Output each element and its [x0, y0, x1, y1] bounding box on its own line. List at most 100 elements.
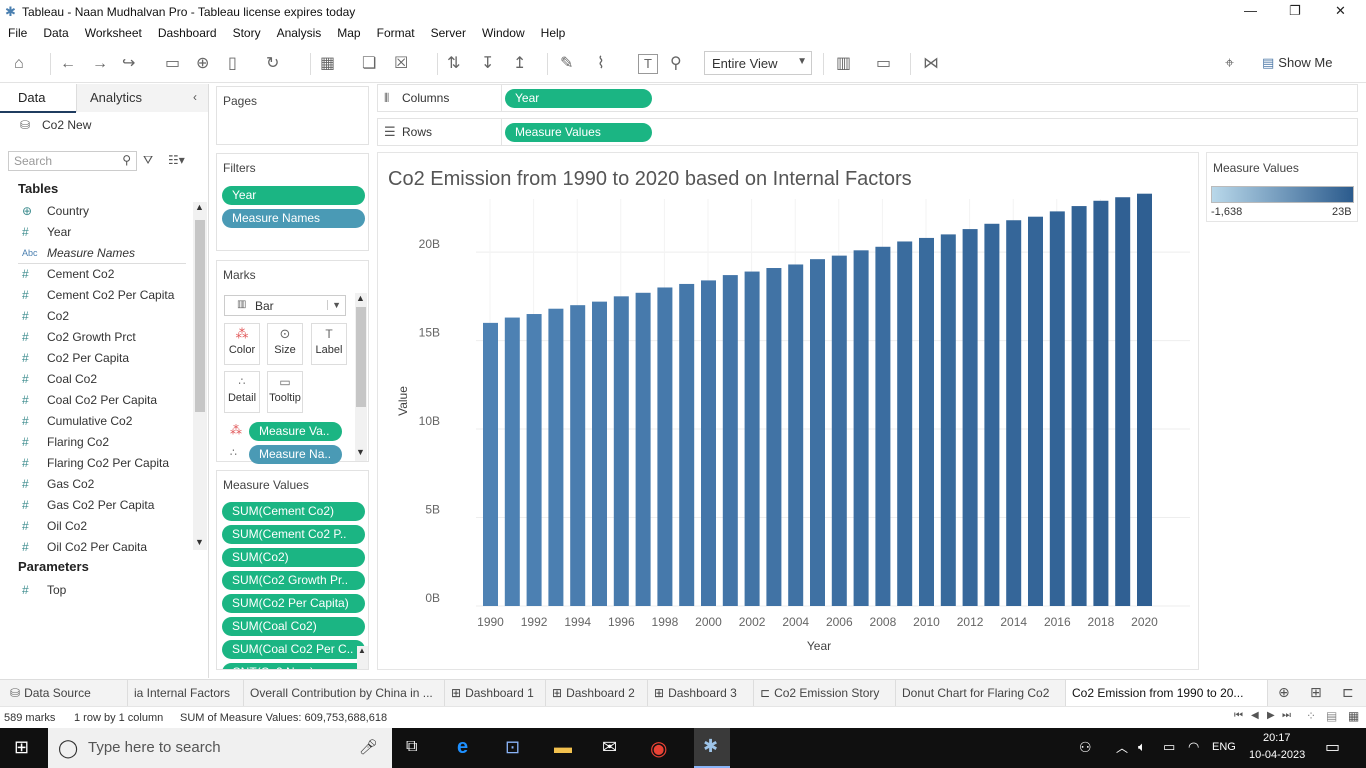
- mark-pill-measure-names[interactable]: Measure Na..: [249, 445, 342, 464]
- undo-icon[interactable]: ←: [60, 55, 76, 72]
- field-item[interactable]: # Year: [0, 222, 190, 242]
- field-item[interactable]: # Cement Co2: [0, 264, 190, 284]
- show-sheet-sorter-icon[interactable]: ⁘: [1306, 709, 1317, 723]
- measure-value-pill[interactable]: SUM(Cement Co2): [222, 502, 365, 521]
- menu-file[interactable]: File: [8, 26, 28, 40]
- tab-sheet[interactable]: Donut Chart for Flaring Co2: [896, 680, 1066, 707]
- menu-data[interactable]: Data: [43, 26, 69, 40]
- edge-icon[interactable]: e: [457, 736, 469, 758]
- home-icon[interactable]: ⌂: [14, 55, 24, 72]
- next-sheet-icon[interactable]: ▶: [1267, 710, 1275, 721]
- notifications-icon[interactable]: ▭: [1325, 739, 1341, 756]
- store-icon[interactable]: ⊡: [505, 737, 521, 757]
- volume-icon[interactable]: 🔈︎: [1138, 739, 1146, 754]
- field-item[interactable]: # Coal Co2 Per Capita: [0, 390, 190, 410]
- chrome-icon[interactable]: ◉: [650, 738, 668, 760]
- field-item[interactable]: # Cumulative Co2: [0, 411, 190, 431]
- bar-2015[interactable]: [1028, 216, 1043, 606]
- collapse-pane-icon[interactable]: ‹: [193, 90, 197, 104]
- fit-view-select[interactable]: Entire View ▼: [704, 51, 812, 75]
- datasource-name[interactable]: Co2 New: [42, 118, 92, 132]
- language-indicator[interactable]: ENG: [1212, 741, 1236, 753]
- share-icon[interactable]: ⋈: [923, 55, 939, 72]
- bar-1990[interactable]: [483, 322, 498, 606]
- menu-dashboard[interactable]: Dashboard: [157, 26, 217, 40]
- bar-2004[interactable]: [788, 264, 804, 606]
- size-button[interactable]: ⊙ Size: [267, 323, 303, 365]
- detail-button[interactable]: ∴ Detail: [224, 371, 260, 413]
- color-legend[interactable]: Measure Values -1,638 23B: [1206, 152, 1358, 222]
- columns-pill-year[interactable]: Year: [505, 89, 652, 108]
- last-sheet-icon[interactable]: ⏭: [1282, 710, 1291, 721]
- field-item[interactable]: # Flaring Co2 Per Capita: [0, 453, 190, 473]
- filters-card[interactable]: Filters Year Measure Names: [216, 153, 369, 251]
- bar-2002[interactable]: [744, 271, 760, 606]
- tab-story[interactable]: ⊏ Co2 Emission Story: [754, 680, 896, 707]
- scrollbar[interactable]: ▲ ▼: [193, 202, 207, 550]
- microphone-icon[interactable]: 🎤︎: [358, 739, 378, 756]
- bar-1991[interactable]: [504, 317, 520, 606]
- field-item[interactable]: # Co2 Growth Prct: [0, 327, 190, 347]
- measure-value-pill[interactable]: SUM(Cement Co2 P..: [222, 525, 365, 544]
- field-item[interactable]: Abc Measure Names: [0, 243, 190, 263]
- new-worksheet-icon[interactable]: ⊕: [1278, 684, 1290, 700]
- show-filmstrip-icon[interactable]: ▤: [1326, 709, 1338, 723]
- fix-axes-icon[interactable]: ⚲: [670, 55, 682, 72]
- view-options-icon[interactable]: ☷▾: [168, 153, 185, 167]
- show-tabs-icon[interactable]: ▦: [1348, 709, 1360, 723]
- menu-help[interactable]: Help: [540, 26, 566, 40]
- field-search-input[interactable]: Search ⚲: [8, 151, 137, 171]
- field-item[interactable]: # Gas Co2: [0, 474, 190, 494]
- menu-analysis[interactable]: Analysis: [276, 26, 322, 40]
- bar-1998[interactable]: [657, 287, 673, 606]
- sort-ascending-icon[interactable]: ↧: [481, 55, 495, 72]
- bar-2018[interactable]: [1093, 200, 1109, 606]
- mark-type-select[interactable]: ▥ Bar ▼: [224, 295, 346, 316]
- bar-2006[interactable]: [831, 255, 847, 606]
- bar-1996[interactable]: [613, 296, 629, 606]
- scrollbar[interactable]: ▲: [357, 646, 368, 669]
- tab-analytics[interactable]: Analytics: [90, 90, 143, 105]
- show-cards-icon[interactable]: ▥: [836, 55, 852, 72]
- clock-time[interactable]: 20:17: [1263, 732, 1291, 744]
- tab-data-source[interactable]: ⛁ Data Source: [0, 680, 128, 707]
- swap-rows-columns-icon[interactable]: ⇅: [447, 55, 461, 72]
- menu-format[interactable]: Format: [376, 26, 415, 40]
- chevron-up-icon[interactable]: ︿: [1116, 741, 1129, 755]
- bar-1992[interactable]: [526, 314, 542, 606]
- taskbar-search-input[interactable]: ◯ Type here to search 🎤︎: [48, 728, 392, 768]
- field-item[interactable]: # Flaring Co2: [0, 432, 190, 452]
- menu-server[interactable]: Server: [430, 26, 466, 40]
- rows-pill-measure-values[interactable]: Measure Values: [505, 123, 652, 142]
- file-explorer-icon[interactable]: ▬: [554, 737, 572, 757]
- bar-1999[interactable]: [679, 283, 695, 606]
- label-button[interactable]: T Label: [311, 323, 347, 365]
- close-window-button[interactable]: ✕: [1335, 3, 1346, 18]
- clock-date[interactable]: 10-04-2023: [1249, 749, 1306, 761]
- scrollbar[interactable]: ▲ ▼: [355, 293, 367, 461]
- show-me-button[interactable]: ▤ Show Me: [1262, 55, 1333, 71]
- presentation-mode-icon[interactable]: ▭: [876, 55, 892, 72]
- tab-dashboard[interactable]: ⊞ Dashboard 2: [546, 680, 648, 707]
- bar-2009[interactable]: [897, 241, 913, 606]
- bar-2003[interactable]: [766, 268, 782, 606]
- new-worksheet-icon[interactable]: ▦: [320, 55, 336, 72]
- first-sheet-icon[interactable]: ⏮: [1234, 710, 1243, 721]
- mark-pill-measure-values[interactable]: Measure Va..: [249, 422, 342, 441]
- measure-value-pill[interactable]: SUM(Coal Co2 Per C..: [222, 640, 365, 659]
- bar-2012[interactable]: [962, 229, 978, 606]
- color-button[interactable]: ⁂ Color: [224, 323, 260, 365]
- field-item[interactable]: # Cement Co2 Per Capita: [0, 285, 190, 305]
- redo-icon[interactable]: →: [92, 55, 108, 72]
- bar-2010[interactable]: [919, 237, 934, 607]
- maximize-button[interactable]: ❐: [1289, 3, 1301, 18]
- menu-story[interactable]: Story: [232, 26, 261, 40]
- bar-2017[interactable]: [1071, 206, 1087, 607]
- measure-value-pill[interactable]: SUM(Co2 Growth Pr..: [222, 571, 365, 590]
- field-item[interactable]: # Oil Co2: [0, 516, 190, 536]
- bar-2000[interactable]: [701, 280, 716, 606]
- windows-start-icon[interactable]: ⊞: [14, 737, 30, 757]
- menu-map[interactable]: Map: [337, 26, 361, 40]
- tableau-taskbar-button[interactable]: ✱: [694, 728, 730, 768]
- sort-descending-icon[interactable]: ↥: [513, 55, 527, 72]
